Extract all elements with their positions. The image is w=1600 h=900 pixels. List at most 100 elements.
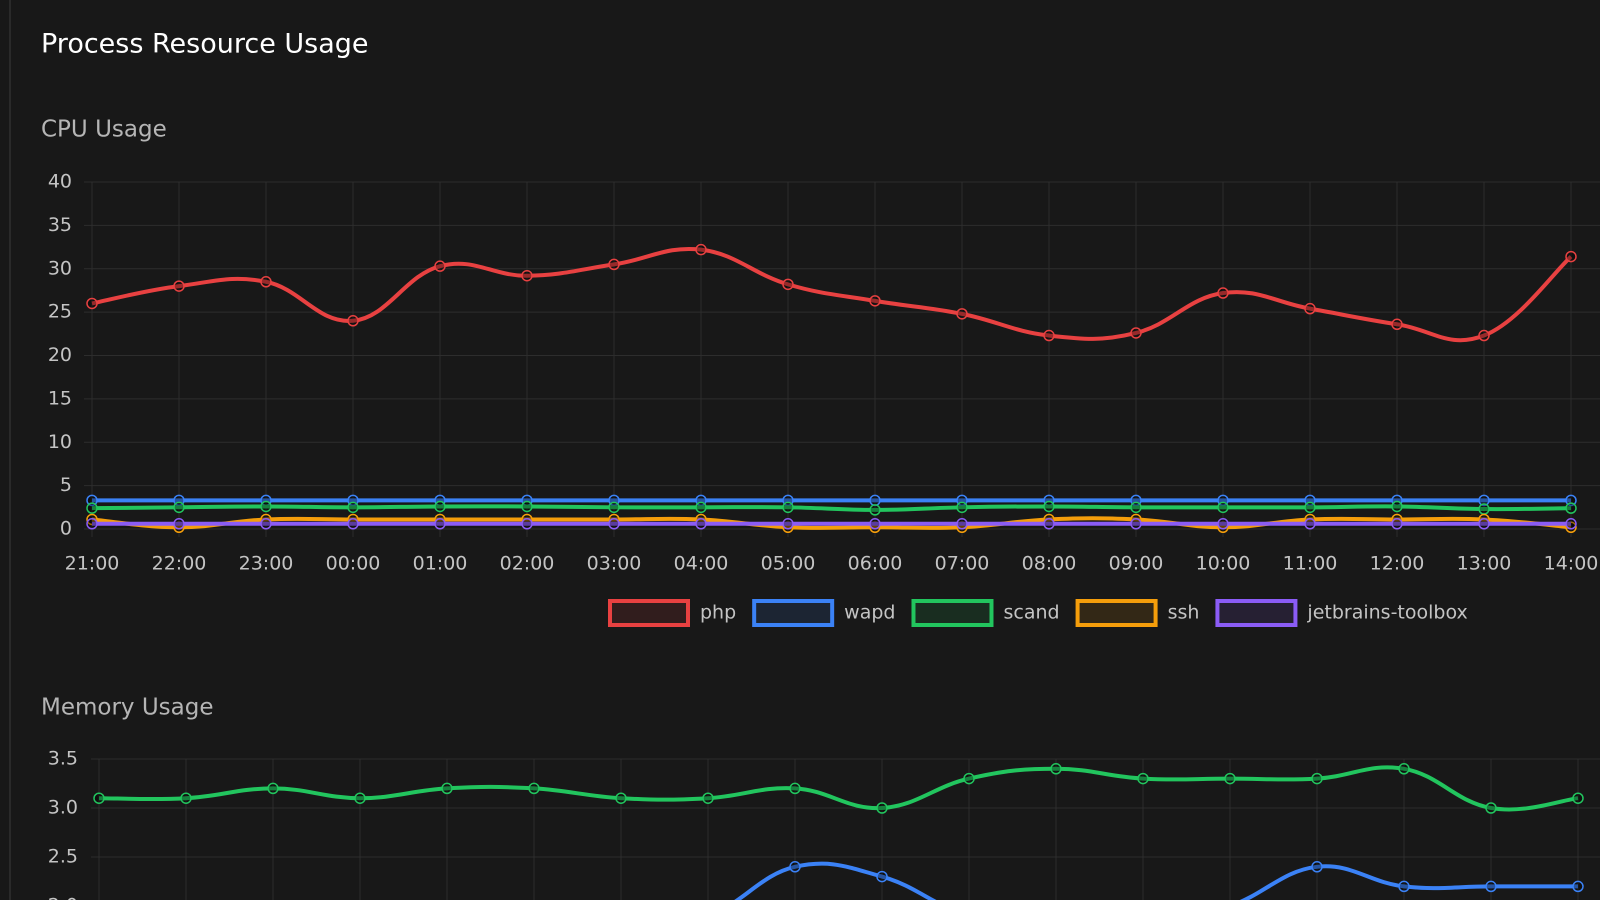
- data-point: [956, 518, 968, 530]
- data-point: [521, 518, 533, 530]
- x-tick-label: 05:00: [761, 553, 816, 575]
- series-line: [91, 246, 1573, 343]
- data-point: [869, 518, 881, 530]
- data-point: [267, 782, 279, 795]
- data-point: [608, 518, 620, 530]
- data-point: [86, 494, 98, 507]
- data-point: [1565, 518, 1577, 530]
- data-point: [869, 494, 881, 507]
- y-tick-label: 3.0: [48, 797, 78, 819]
- data-point: [1391, 518, 1403, 530]
- data-point: [1485, 880, 1497, 893]
- legend-label: scand: [1003, 602, 1059, 624]
- y-tick-label: 25: [48, 301, 72, 323]
- data-point: [1311, 772, 1323, 785]
- x-tick-label: 06:00: [848, 553, 903, 575]
- data-point: [93, 792, 105, 804]
- data-point: [173, 518, 185, 530]
- data-point: [1478, 518, 1490, 530]
- data-point: [1565, 494, 1577, 507]
- x-tick-label: 04:00: [674, 553, 729, 575]
- series-line: [91, 504, 1572, 512]
- data-point: [1304, 518, 1316, 530]
- y-tick-label: 40: [48, 171, 72, 193]
- x-tick-label: 08:00: [1022, 553, 1077, 575]
- y-tick-label: 20: [48, 344, 72, 366]
- y-tick-label: 2.0: [48, 895, 78, 900]
- data-point: [869, 295, 881, 307]
- series-line: [734, 861, 1578, 900]
- data-point: [1478, 503, 1490, 515]
- data-point: [876, 802, 888, 814]
- data-point: [1398, 763, 1410, 775]
- x-tick-label: 14:00: [1544, 553, 1599, 575]
- data-point: [1565, 250, 1577, 263]
- x-tick-label: 00:00: [326, 553, 381, 575]
- legend-swatch: [608, 599, 690, 627]
- y-tick-label: 10: [48, 431, 72, 453]
- data-point: [1572, 880, 1584, 893]
- x-tick-label: 11:00: [1283, 553, 1338, 575]
- legend-swatch: [752, 599, 835, 627]
- series-line: [91, 516, 1572, 530]
- data-point: [956, 308, 968, 320]
- data-point: [1043, 329, 1055, 342]
- data-point: [347, 518, 359, 530]
- data-point: [1130, 327, 1142, 339]
- data-point: [347, 501, 359, 514]
- data-point: [180, 792, 192, 804]
- data-point: [782, 278, 794, 291]
- data-point: [1217, 518, 1229, 530]
- data-point: [260, 276, 272, 288]
- data-point: [1137, 772, 1149, 785]
- data-point: [1130, 501, 1142, 514]
- data-point: [1043, 500, 1055, 513]
- x-tick-label: 01:00: [413, 553, 468, 575]
- data-point: [1485, 802, 1497, 814]
- data-point: [521, 269, 533, 282]
- x-tick-label: 12:00: [1370, 553, 1425, 575]
- data-point: [260, 500, 272, 513]
- data-point: [1224, 772, 1236, 785]
- data-point: [441, 782, 453, 795]
- data-point: [695, 501, 707, 514]
- x-tick-label: 23:00: [239, 553, 294, 575]
- data-point: [615, 792, 627, 804]
- data-point: [1391, 318, 1403, 331]
- data-point: [963, 772, 975, 785]
- data-point: [1043, 518, 1055, 530]
- x-tick-label: 21:00: [65, 553, 120, 575]
- data-point: [869, 504, 881, 516]
- data-point: [86, 297, 98, 310]
- y-tick-label: 35: [48, 214, 72, 236]
- legend-swatch: [911, 599, 994, 627]
- y-tick-label: 30: [48, 257, 72, 279]
- data-point: [347, 315, 359, 327]
- data-point: [608, 501, 620, 514]
- data-point: [86, 518, 98, 530]
- data-point: [789, 861, 801, 873]
- data-point: [1311, 861, 1323, 873]
- data-point: [1478, 494, 1490, 507]
- chart-title: Memory Usage: [41, 695, 214, 721]
- legend-swatch: [1075, 599, 1158, 627]
- data-point: [608, 258, 620, 271]
- x-tick-label: 02:00: [500, 553, 555, 575]
- x-tick-label: 09:00: [1109, 553, 1164, 575]
- data-point: [434, 518, 446, 530]
- data-point: [434, 260, 446, 272]
- data-point: [782, 518, 794, 530]
- y-tick-label: 3.5: [48, 748, 78, 770]
- data-point: [1391, 500, 1403, 513]
- x-tick-label: 22:00: [152, 553, 207, 575]
- data-point: [956, 501, 968, 514]
- legend-label: jetbrains-toolbox: [1306, 602, 1467, 624]
- data-point: [260, 518, 272, 530]
- data-point: [1304, 302, 1316, 315]
- legend-label: php: [700, 602, 736, 624]
- data-point: [1050, 763, 1062, 775]
- y-tick-label: 15: [48, 387, 72, 409]
- x-tick-label: 07:00: [935, 553, 990, 575]
- data-point: [1478, 329, 1490, 342]
- data-point: [521, 500, 533, 513]
